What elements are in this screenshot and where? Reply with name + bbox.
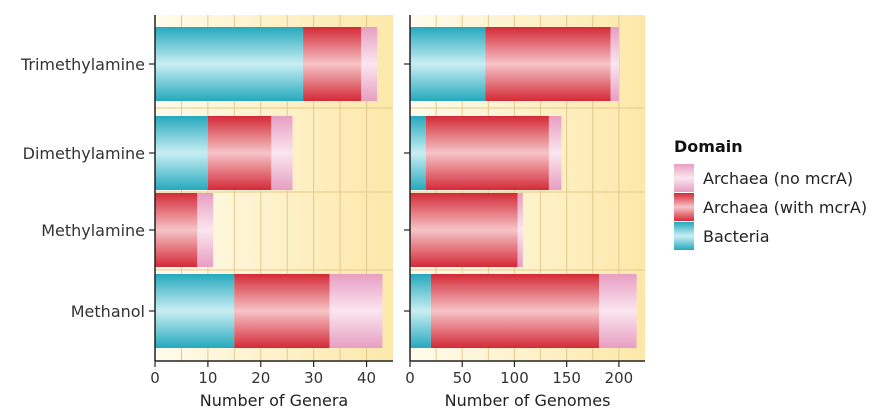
bar-methylamine-archaea-with-mcra (155, 193, 198, 267)
bar-methanol-archaea-no-mcra (599, 274, 637, 348)
bar-dimethylamine-archaea-with-mcra (425, 116, 549, 190)
x-tick-label: 30 (304, 369, 323, 387)
bar-methanol-archaea-no-mcra (329, 274, 383, 348)
x-axis-title: Number of Genera (200, 391, 348, 410)
x-tick-label: 0 (150, 369, 160, 387)
y-tick-label: Methanol (71, 302, 145, 321)
bar-methanol-bacteria (155, 274, 235, 348)
bar-dimethylamine-archaea-no-mcra (548, 116, 562, 190)
y-tick-label: Trimethylamine (20, 55, 145, 74)
y-tick-label: Methylamine (41, 221, 145, 240)
bar-methanol-archaea-with-mcra (430, 274, 600, 348)
x-tick-label: 10 (198, 369, 217, 387)
x-tick-label: 200 (605, 369, 634, 387)
y-tick-label: Dimethylamine (23, 144, 145, 163)
x-tick-label: 150 (552, 369, 581, 387)
legend-swatch-archaea-with-mcra (674, 193, 694, 221)
legend-swatch-archaea-no-mcra (674, 164, 694, 192)
bar-trimethylamine-archaea-with-mcra (303, 27, 362, 101)
genomes-panel: 0 50 100 150 200 Number of Genomes (404, 15, 645, 410)
bar-trimethylamine-bacteria (410, 27, 486, 101)
bar-trimethylamine-archaea-no-mcra (610, 27, 619, 101)
legend: Domain Archaea (no mcrA) Archaea (with mc… (674, 137, 867, 250)
bar-methylamine-archaea-no-mcra (197, 193, 214, 267)
bar-methanol-archaea-with-mcra (234, 274, 330, 348)
x-tick-label: 20 (251, 369, 270, 387)
bar-dimethylamine-archaea-no-mcra (271, 116, 293, 190)
bar-trimethylamine-archaea-no-mcra (361, 27, 378, 101)
legend-swatch-bacteria (674, 222, 694, 250)
x-tick-label: 50 (453, 369, 472, 387)
bar-dimethylamine-archaea-with-mcra (207, 116, 272, 190)
bar-trimethylamine-archaea-with-mcra (485, 27, 611, 101)
bar-methylamine-archaea-no-mcra (517, 193, 523, 267)
legend-label-archaea-with-mcra: Archaea (with mcrA) (703, 198, 867, 217)
x-tick-label: 40 (357, 369, 376, 387)
bar-methylamine-archaea-with-mcra (410, 193, 518, 267)
legend-label-archaea-no-mcra: Archaea (no mcrA) (703, 169, 853, 188)
genera-panel: 0 10 20 30 40 Trimethylamine Dimethylamine Meth… (20, 15, 393, 410)
bar-dimethylamine-bacteria (410, 116, 426, 190)
bar-trimethylamine-bacteria (155, 27, 304, 101)
legend-label-bacteria: Bacteria (703, 227, 770, 246)
x-axis-title: Number of Genomes (445, 391, 611, 410)
legend-title: Domain (674, 137, 743, 156)
x-tick-label: 0 (405, 369, 415, 387)
bar-methanol-bacteria (410, 274, 431, 348)
bar-dimethylamine-bacteria (155, 116, 208, 190)
x-tick-label: 100 (500, 369, 529, 387)
